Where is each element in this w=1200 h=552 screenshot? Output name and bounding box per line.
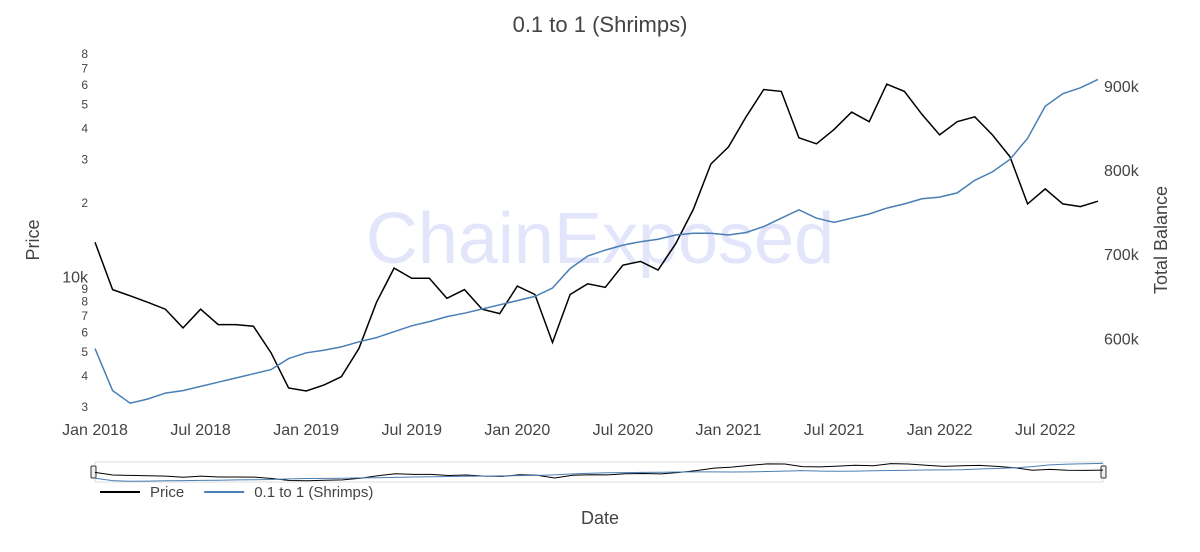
slider-line: [94, 463, 1104, 482]
legend-label: 0.1 to 1 (Shrimps): [254, 484, 373, 501]
y-tick-label: 9: [81, 282, 88, 296]
y-tick-label: 4: [81, 369, 88, 383]
series-line: [94, 78, 1099, 405]
x-tick-label: Jan 2020: [484, 422, 550, 439]
x-tick-label: Jul 2020: [593, 422, 654, 439]
y-tick-label: 6: [81, 325, 88, 339]
y2-axis-title: Total Balance: [1151, 186, 1171, 294]
y-tick-label: 5: [81, 98, 88, 112]
x-tick-label: Jul 2019: [381, 422, 442, 439]
y-tick-label: 7: [81, 62, 88, 76]
x-tick-label: Jul 2022: [1015, 422, 1076, 439]
x-tick-label: Jan 2022: [907, 422, 973, 439]
range-slider[interactable]: [94, 461, 1104, 483]
y2-tick-label: 600k: [1104, 331, 1140, 348]
y2-tick-label: 700k: [1104, 247, 1140, 264]
y-tick-label: 10k: [62, 270, 89, 287]
y-tick-label: 5: [81, 345, 88, 359]
y-tick-label: 8: [81, 294, 88, 308]
y-tick-label: 4: [81, 122, 88, 136]
x-tick-label: Jan 2021: [696, 422, 762, 439]
x-tick-label: Jul 2018: [170, 422, 231, 439]
y2-tick-label: 800k: [1104, 163, 1140, 180]
y-tick-label: 7: [81, 309, 88, 323]
legend-label: Price: [150, 484, 184, 501]
y-axis-title: Price: [23, 219, 43, 260]
watermark: ChainExposed: [366, 199, 834, 279]
y-tick-label: 8: [81, 47, 88, 61]
y2-tick-label: 900k: [1104, 79, 1140, 96]
x-tick-label: Jul 2021: [804, 422, 865, 439]
y-tick-label: 3: [81, 400, 88, 414]
y-tick-label: 2: [81, 196, 88, 210]
slider-handle[interactable]: [1100, 465, 1107, 479]
series-line: [94, 83, 1099, 392]
x-tick-label: Jan 2018: [62, 422, 128, 439]
y-tick-label: 6: [81, 78, 88, 92]
slider-line: [94, 462, 1104, 482]
chart-title: 0.1 to 1 (Shrimps): [513, 12, 688, 37]
x-tick-label: Jan 2019: [273, 422, 339, 439]
x-axis-title: Date: [581, 508, 619, 528]
slider-handle[interactable]: [90, 465, 97, 479]
y-tick-label: 3: [81, 152, 88, 166]
